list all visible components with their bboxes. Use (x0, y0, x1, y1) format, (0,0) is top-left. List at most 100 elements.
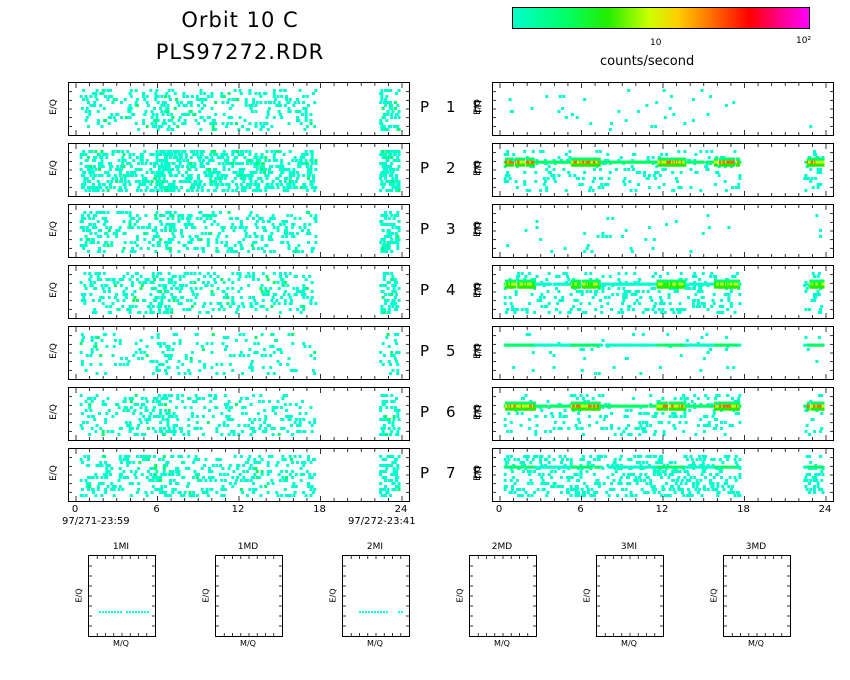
heatmap-cell (639, 424, 643, 427)
heatmap-cell (535, 275, 539, 278)
heatmap-cell (578, 183, 582, 186)
heatmap-cell (662, 183, 666, 186)
heatmap-cell (102, 89, 106, 92)
heatmap-cell (82, 229, 86, 232)
heatmap-cell (821, 343, 825, 347)
heatmap-cell (138, 311, 142, 314)
heatmap-cell (396, 241, 400, 244)
heatmap-cell (126, 162, 130, 165)
colorbar-tick-10: 10 (650, 38, 662, 48)
heatmap-cell (266, 183, 270, 186)
heatmap-cell (204, 174, 208, 177)
heatmap-cell (100, 494, 104, 497)
heatmap-cell (188, 217, 192, 220)
heatmap-cell (291, 180, 295, 183)
heatmap-cell (168, 214, 172, 217)
heatmap-cell (162, 159, 166, 162)
heatmap-cell (668, 415, 672, 418)
heatmap-cell (121, 250, 125, 253)
heatmap-cell (99, 363, 103, 366)
heatmap-cell (142, 415, 146, 418)
heatmap-cell (397, 128, 401, 131)
heatmap-cell (128, 92, 132, 95)
heatmap-cell (82, 89, 86, 92)
heatmap-cell (513, 285, 517, 289)
heatmap-cell (99, 186, 103, 189)
heatmap-cell (135, 98, 139, 101)
heatmap-cell (225, 406, 229, 409)
heatmap-cell (557, 275, 561, 278)
heatmap-cell (314, 302, 318, 305)
heatmap-cell (96, 278, 100, 281)
heatmap-cell (673, 397, 677, 400)
heatmap-cell (302, 296, 306, 299)
heatmap-cell (231, 272, 235, 275)
heatmap-cell (624, 296, 628, 299)
heatmap-cell (245, 397, 249, 400)
heatmap-cell (199, 238, 203, 241)
heatmap-cell (267, 220, 271, 223)
heatmap-cell (804, 281, 808, 284)
heatmap-cell (238, 171, 242, 174)
heatmap-cell (201, 250, 205, 253)
heatmap-cell (677, 150, 681, 153)
heatmap-cell (133, 241, 137, 244)
heatmap-cell (611, 217, 615, 220)
heatmap-cell (308, 174, 312, 177)
heatmap-cell (666, 279, 670, 283)
heatmap-cell (84, 409, 88, 412)
heatmap-cell (168, 229, 172, 232)
heatmap-cell (131, 305, 135, 308)
heatmap-cell (198, 272, 202, 275)
heatmap-cell (292, 287, 296, 290)
heatmap-cell (128, 430, 132, 433)
heatmap-cell (696, 424, 700, 427)
heatmap-cell (104, 119, 108, 122)
heatmap-cell (88, 180, 92, 183)
heatmap-cell (597, 157, 601, 161)
heatmap-cell (397, 351, 401, 354)
heatmap-cell (517, 279, 521, 283)
heatmap-cell (261, 162, 265, 165)
heatmap-cell (204, 226, 208, 229)
heatmap-cell (283, 302, 287, 305)
heatmap-cell (732, 366, 736, 369)
heatmap-cell (206, 244, 210, 247)
heatmap-cell (249, 107, 253, 110)
heatmap-cell (109, 89, 113, 92)
heatmap-cell (391, 421, 395, 424)
heatmap-cell (133, 290, 137, 293)
heatmap-cell (221, 162, 225, 165)
heatmap-cell (310, 159, 314, 162)
heatmap-cell (242, 333, 246, 336)
heatmap-cell (120, 357, 124, 360)
heatmap-cell (737, 186, 741, 189)
heatmap-cell (101, 287, 105, 290)
heatmap-cell (313, 101, 317, 104)
heatmap-cell (270, 232, 274, 235)
heatmap-cell (161, 101, 165, 104)
heatmap-cell (159, 290, 163, 293)
heatmap-cell (397, 180, 401, 183)
heatmap-cell (530, 293, 534, 296)
heatmap-cell (617, 287, 621, 290)
heatmap-cell (391, 302, 395, 305)
heatmap-cell (165, 189, 169, 192)
heatmap-cell (395, 186, 399, 189)
heatmap-cell (188, 168, 192, 171)
heatmap-cell (156, 119, 160, 122)
heatmap-cell (231, 287, 235, 290)
heatmap-cell (616, 293, 620, 296)
heatmap-cell (506, 171, 510, 174)
heatmap-cell (247, 174, 251, 177)
heatmap-cell (821, 285, 825, 289)
heatmap-cell (381, 165, 385, 168)
heatmap-cell (390, 238, 394, 241)
heatmap-cell (819, 229, 823, 232)
heatmap-cell (94, 345, 98, 348)
heatmap-cell (234, 171, 238, 174)
heatmap-cell (588, 302, 592, 305)
heatmap-cell (561, 299, 565, 302)
heatmap-cell (314, 162, 318, 165)
heatmap-cell (89, 397, 93, 400)
